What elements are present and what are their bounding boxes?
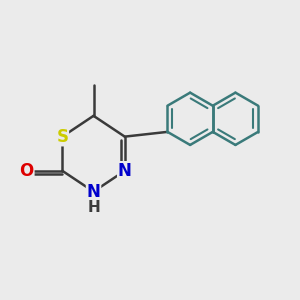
Text: N: N [87, 183, 100, 201]
Text: H: H [87, 200, 100, 215]
Text: O: O [20, 162, 34, 180]
Text: N: N [118, 162, 132, 180]
Text: S: S [56, 128, 68, 146]
